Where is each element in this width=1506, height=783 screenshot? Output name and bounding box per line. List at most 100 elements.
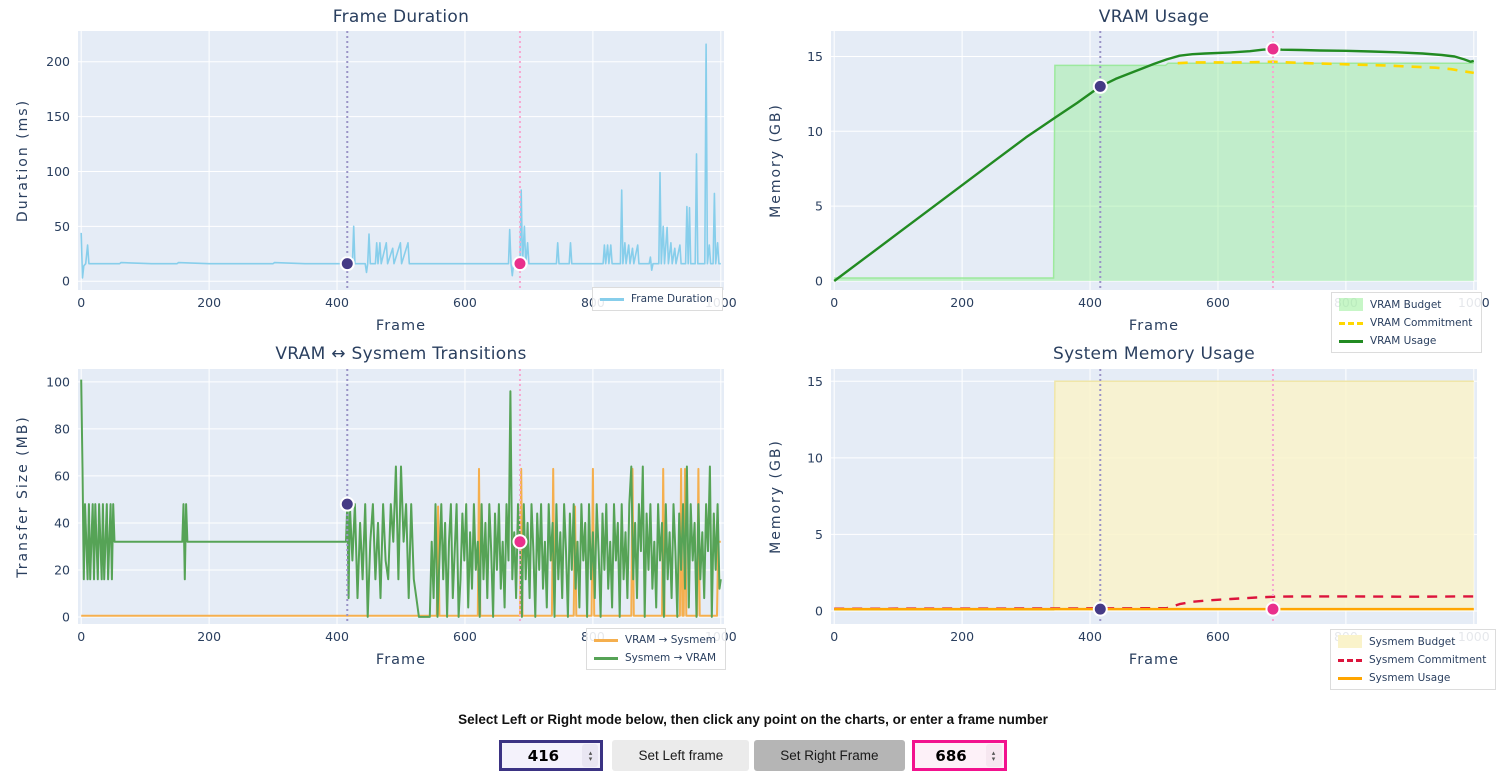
- right-frame-marker-dot[interactable]: [512, 534, 528, 550]
- y-tick-label: 5: [815, 199, 823, 214]
- x-axis-title: Frame: [376, 652, 426, 668]
- right-frame-marker-dot[interactable]: [512, 256, 528, 272]
- spinner-up-icon[interactable]: ▴: [588, 748, 593, 757]
- y-tick-label: 100: [46, 164, 70, 179]
- legend-swatch-fill: [1339, 298, 1363, 311]
- legend-label: Frame Duration: [631, 293, 713, 305]
- x-tick-label: 600: [1206, 295, 1230, 310]
- y-tick-label: 150: [46, 109, 70, 124]
- y-axis-title: Memory (GB): [768, 439, 784, 554]
- x-axis-title: Frame: [1129, 652, 1179, 668]
- x-tick-label: 400: [325, 629, 349, 644]
- x-tick-label: 200: [950, 295, 974, 310]
- y-axis-title: Transfer Size (MB): [15, 415, 31, 579]
- legend-swatch-line: [594, 638, 618, 642]
- legend-item[interactable]: Sysmem → VRAM: [594, 652, 716, 664]
- legend-swatch-dash: [1339, 321, 1363, 325]
- left-frame-marker-dot[interactable]: [339, 496, 355, 512]
- chart-vram-usage[interactable]: 02004006008001000051015VRAM UsageFrameMe…: [753, 0, 1506, 353]
- y-tick-label: 0: [62, 274, 70, 289]
- legend-label: Sysmem Usage: [1369, 672, 1451, 684]
- series-area: [834, 381, 1474, 611]
- y-tick-label: 40: [54, 515, 70, 530]
- legend-item[interactable]: VRAM → Sysmem: [594, 634, 716, 646]
- left-frame-spinner[interactable]: ▴ ▾: [582, 744, 599, 767]
- legend-swatch-line: [1339, 339, 1363, 343]
- legend-item[interactable]: VRAM Usage: [1339, 335, 1472, 347]
- x-tick-label: 200: [950, 629, 974, 644]
- y-tick-label: 0: [815, 603, 823, 618]
- set-right-frame-button[interactable]: Set Right Frame: [754, 740, 905, 771]
- left-frame-marker-dot[interactable]: [339, 256, 355, 272]
- y-tick-label: 80: [54, 421, 70, 436]
- legend-item[interactable]: Sysmem Commitment: [1338, 654, 1486, 666]
- y-tick-label: 200: [46, 54, 70, 69]
- x-tick-label: 200: [197, 295, 221, 310]
- legend-label: Sysmem Budget: [1369, 635, 1456, 648]
- x-axis-title: Frame: [1129, 318, 1179, 334]
- legend-swatch-dash: [1338, 658, 1362, 662]
- legend-swatch-line: [1338, 676, 1362, 680]
- vram-usage-plot[interactable]: 02004006008001000051015VRAM UsageFrameMe…: [753, 0, 1506, 341]
- x-tick-label: 0: [830, 295, 838, 310]
- frame-selection-controls: Select Left or Right mode below, then cl…: [0, 701, 1506, 783]
- left-frame-marker-dot[interactable]: [1092, 78, 1108, 94]
- y-axis-title: Duration (ms): [15, 99, 31, 222]
- series-area: [834, 63, 1474, 282]
- legend-swatch-line: [594, 656, 618, 660]
- x-tick-label: 0: [77, 295, 85, 310]
- set-left-frame-button[interactable]: Set Left frame: [612, 740, 750, 771]
- y-tick-label: 100: [46, 374, 70, 389]
- chart-title: VRAM Usage: [1099, 7, 1209, 27]
- left-frame-marker-dot[interactable]: [1092, 601, 1108, 617]
- legend-label: VRAM Commitment: [1370, 317, 1473, 329]
- x-tick-label: 600: [453, 295, 477, 310]
- legend-label: Sysmem → VRAM: [625, 652, 717, 664]
- legend-item[interactable]: Sysmem Usage: [1338, 672, 1486, 684]
- legend-item[interactable]: Sysmem Budget: [1338, 635, 1486, 648]
- x-tick-label: 200: [197, 629, 221, 644]
- legend-label: VRAM → Sysmem: [625, 634, 717, 646]
- frame-duration-plot[interactable]: 02004006008001000050100150200Frame Durat…: [0, 0, 753, 341]
- transitions-plot[interactable]: 02004006008001000020406080100VRAM ↔ Sysm…: [0, 341, 753, 701]
- legend-item[interactable]: Frame Duration: [600, 293, 713, 305]
- x-tick-label: 400: [1078, 629, 1102, 644]
- spinner-down-icon[interactable]: ▾: [991, 754, 996, 763]
- x-tick-label: 600: [453, 629, 477, 644]
- chart-legend: VRAM Budget VRAM Commitment VRAM Usage: [1331, 292, 1483, 353]
- y-tick-label: 15: [807, 374, 823, 389]
- y-tick-label: 10: [807, 124, 823, 139]
- chart-legend: VRAM → Sysmem Sysmem → VRAM: [586, 628, 727, 670]
- legend-swatch-line: [600, 297, 624, 301]
- right-frame-marker-dot[interactable]: [1265, 41, 1281, 57]
- chart-legend: Frame Duration: [592, 287, 723, 311]
- x-tick-label: 600: [1206, 629, 1230, 644]
- legend-label: Sysmem Commitment: [1369, 654, 1487, 666]
- plot-area[interactable]: [831, 31, 1477, 290]
- spinner-down-icon[interactable]: ▾: [588, 754, 593, 763]
- chart-title: System Memory Usage: [1053, 344, 1255, 364]
- series-line: [833, 47, 1475, 282]
- right-frame-input-wrapper: ▴▾: [911, 740, 1007, 771]
- legend-item[interactable]: VRAM Budget: [1339, 298, 1472, 311]
- y-tick-label: 15: [807, 49, 823, 64]
- chart-legend: Sysmem Budget Sysmem Commitment Sysmem Usa…: [1330, 629, 1497, 690]
- chart-title: Frame Duration: [333, 7, 469, 27]
- x-tick-label: 400: [1078, 295, 1102, 310]
- chart-title: VRAM ↔ Sysmem Transitions: [275, 344, 526, 364]
- x-tick-label: 0: [77, 629, 85, 644]
- legend-label: VRAM Usage: [1370, 335, 1437, 347]
- chart-frame-duration[interactable]: 02004006008001000050100150200Frame Durat…: [0, 0, 753, 341]
- spinner-up-icon[interactable]: ▴: [991, 748, 996, 757]
- legend-label: VRAM Budget: [1370, 298, 1442, 311]
- x-tick-label: 400: [325, 295, 349, 310]
- legend-item[interactable]: VRAM Commitment: [1339, 317, 1472, 329]
- y-tick-label: 50: [54, 219, 70, 234]
- y-tick-label: 0: [62, 609, 70, 624]
- chart-system-memory-usage[interactable]: 02004006008001000051015System Memory Usa…: [753, 341, 1506, 701]
- y-tick-label: 10: [807, 450, 823, 465]
- right-frame-spinner[interactable]: ▴ ▾: [985, 744, 1002, 767]
- chart-vram-sysmem-transitions[interactable]: 02004006008001000020406080100VRAM ↔ Sysm…: [0, 341, 753, 701]
- right-frame-marker-dot[interactable]: [1265, 601, 1281, 617]
